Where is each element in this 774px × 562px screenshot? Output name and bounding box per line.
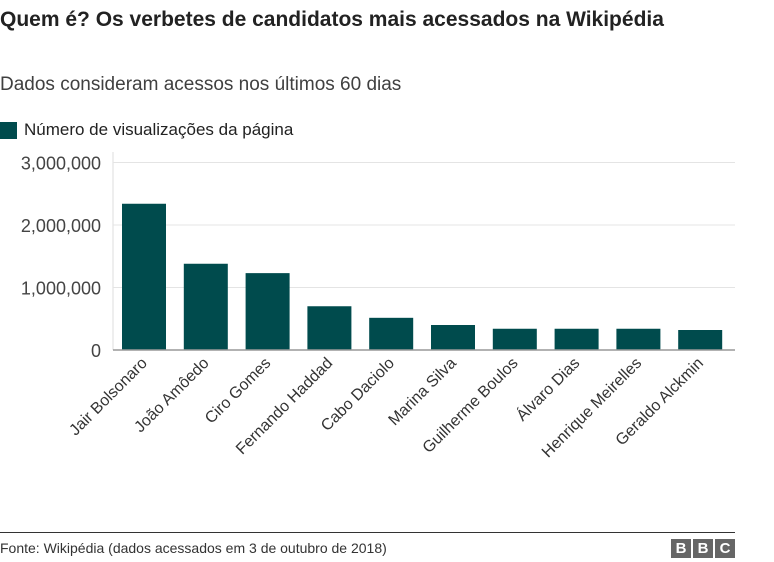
bar bbox=[122, 203, 166, 350]
legend-label: Número de visualizações da página bbox=[24, 120, 294, 139]
chart-title: Quem é? Os verbetes de candidatos mais a… bbox=[0, 8, 664, 31]
y-tick-label: 1,000,000 bbox=[21, 279, 101, 299]
bar bbox=[369, 317, 414, 350]
bar bbox=[554, 328, 599, 350]
source-note: Fonte: Wikipédia (dados acessados em 3 d… bbox=[0, 540, 387, 556]
bar bbox=[616, 328, 661, 350]
bar bbox=[678, 330, 723, 350]
bar bbox=[307, 306, 352, 350]
bar bbox=[183, 263, 228, 350]
legend: Número de visualizações da página bbox=[0, 120, 293, 140]
legend-swatch bbox=[0, 121, 17, 139]
footer-divider bbox=[0, 532, 735, 533]
bar bbox=[431, 325, 475, 350]
y-tick-label: 0 bbox=[91, 341, 101, 361]
bar bbox=[492, 328, 537, 350]
y-tick-label: 3,000,000 bbox=[21, 154, 101, 174]
y-tick-label: 2,000,000 bbox=[21, 216, 101, 236]
chart-subtitle: Dados consideram acessos nos últimos 60 … bbox=[0, 74, 402, 95]
bar bbox=[245, 273, 290, 350]
